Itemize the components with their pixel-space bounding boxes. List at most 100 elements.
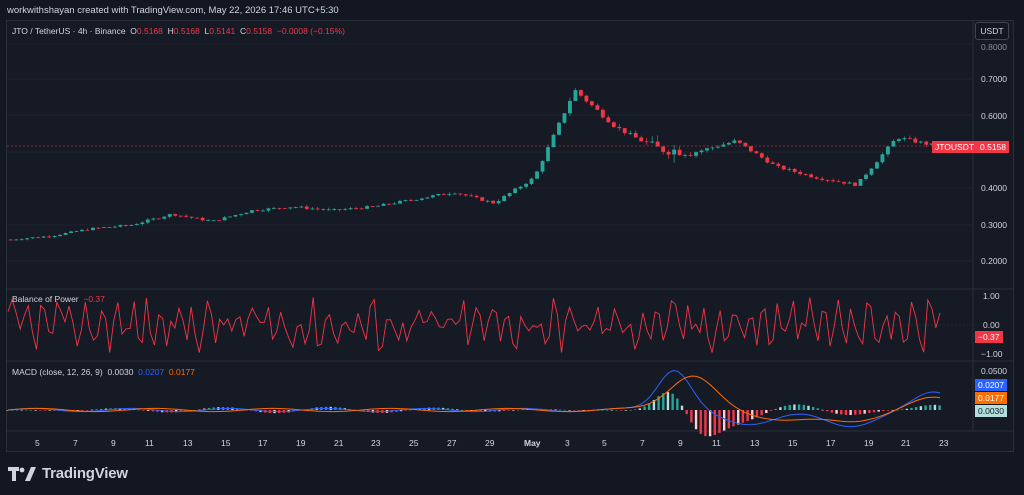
macd-hist-bar: [933, 404, 937, 410]
candle-body: [217, 220, 221, 222]
candle-body: [123, 225, 128, 226]
candle-body: [41, 236, 46, 238]
macd-hist-bar: [914, 407, 918, 410]
macd-hist-bar: [811, 406, 815, 410]
candle-body: [239, 214, 243, 216]
candle-body: [354, 208, 359, 210]
candle-body: [814, 177, 819, 179]
macd-title[interactable]: MACD (close, 12, 26, 9): [12, 367, 103, 377]
time-axis-label: 25: [409, 438, 419, 448]
macd-hist-bar: [249, 410, 253, 411]
candle-body: [496, 201, 501, 204]
change-value: −0.0008 (−0.15%): [276, 26, 345, 36]
candle-body: [376, 205, 380, 207]
candle-body: [589, 101, 594, 106]
macd-hist-bar: [783, 405, 787, 410]
macd-hist-bar: [582, 410, 585, 411]
main-legend[interactable]: JTO / TetherUS · 4h · Binance O0.5168 H0…: [12, 26, 345, 36]
candle-body: [573, 90, 578, 101]
macd-hist-bar: [666, 392, 670, 410]
candle-body: [529, 178, 534, 184]
candle-body: [332, 209, 337, 210]
candle-body: [337, 209, 342, 210]
candle-body: [370, 206, 375, 207]
macd-hist-bar: [418, 408, 421, 410]
candle-body: [310, 208, 315, 210]
time-axis-label: 13: [750, 438, 760, 448]
macd-hist-bar: [507, 410, 510, 411]
candle-body: [759, 153, 764, 158]
candle-body: [348, 208, 353, 210]
macd-hist-bar: [577, 410, 581, 411]
symbol-label[interactable]: JTO / TetherUS · 4h · Binance: [12, 26, 126, 36]
candle-body: [858, 178, 863, 186]
snapshot-credit: workwithshayan created with TradingView.…: [7, 5, 339, 16]
candle-body: [458, 193, 463, 195]
candle-body: [58, 234, 63, 236]
macd-hist-bar: [685, 410, 688, 415]
macd-hist-bar: [727, 410, 731, 429]
candle-body: [864, 174, 868, 179]
macd-hist-bar: [671, 393, 674, 410]
macd-hist-bar: [43, 410, 47, 411]
macd-hist-bar: [498, 410, 501, 412]
chart-frame[interactable]: [6, 20, 1014, 452]
macd-hist-bar: [821, 409, 824, 411]
candle-body: [485, 200, 490, 202]
candle-body: [480, 197, 485, 201]
candle-body: [463, 194, 468, 196]
candle-body: [606, 117, 611, 123]
candle-body: [452, 193, 457, 195]
macd-hist-bar: [788, 404, 791, 410]
candle-body: [562, 113, 567, 123]
candle-body: [255, 210, 260, 212]
candle-body: [507, 193, 512, 197]
candle-body: [518, 186, 523, 189]
candle-body: [644, 141, 649, 143]
candle-body: [156, 218, 161, 220]
bop-title[interactable]: Balance of Power: [12, 294, 79, 304]
macd-hist-bar: [793, 404, 796, 410]
candle-body: [842, 181, 846, 184]
open-label: O: [130, 26, 137, 36]
candle-body: [381, 203, 386, 206]
time-axis-label: 17: [826, 438, 836, 448]
candle-body: [672, 149, 677, 155]
macd-hist-bar: [924, 405, 927, 410]
candle-body: [271, 207, 276, 209]
candle-body: [200, 217, 205, 221]
candle-body: [557, 122, 561, 135]
macd-hist-bar: [156, 410, 159, 412]
candle-body: [282, 208, 287, 210]
macd-hist-bar: [765, 410, 768, 414]
macd-hist-bar: [732, 410, 735, 427]
macd-value: 0.0207: [138, 367, 165, 377]
tradingview-brand[interactable]: TradingView: [8, 465, 128, 482]
candle-body: [595, 105, 600, 110]
candle-body: [699, 150, 704, 153]
price-label: 0.4000: [981, 183, 1007, 193]
candle-body: [902, 138, 907, 140]
macd-hist-bar: [708, 410, 712, 437]
macd-hist-bar: [601, 409, 604, 411]
candle-body: [19, 239, 24, 241]
bop-legend[interactable]: Balance of Power −0.37: [12, 294, 105, 304]
macd-hist-bar: [198, 409, 201, 410]
macd-legend[interactable]: MACD (close, 12, 26, 9) 0.0030 0.0207 0.…: [12, 367, 195, 377]
candle-body: [600, 109, 605, 118]
candle-body: [447, 193, 452, 195]
candle-body: [847, 182, 852, 184]
candle-body: [628, 132, 633, 134]
time-axis-label: 29: [485, 438, 495, 448]
time-axis-label: 7: [640, 438, 645, 448]
macd-hist-bar: [53, 410, 56, 411]
macd-hist-bar: [516, 409, 520, 411]
bop-value-tag: −0.37: [975, 331, 1003, 343]
signal-tag: 0.0177: [975, 392, 1007, 404]
macd-hist-bar: [76, 410, 80, 411]
macd-hist-bar: [722, 410, 726, 431]
currency-selector[interactable]: USDT: [975, 22, 1009, 40]
candle-body: [721, 144, 726, 147]
time-axis-label: 3: [565, 438, 570, 448]
